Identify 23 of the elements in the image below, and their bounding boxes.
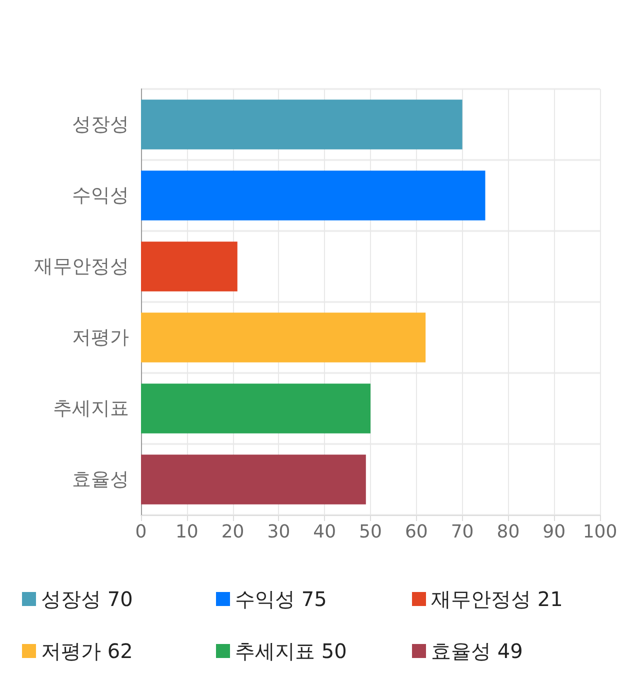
x-tick-label: 50 <box>359 522 382 542</box>
legend-label: 재무안정성 21 <box>431 587 563 611</box>
x-tick-label: 80 <box>496 522 520 542</box>
legend-label: 추세지표 50 <box>235 639 347 663</box>
legend-label: 저평가 62 <box>41 639 133 663</box>
x-tick-label: 10 <box>175 522 198 542</box>
x-tick-label: 20 <box>221 522 244 542</box>
x-tick-label: 70 <box>450 522 474 542</box>
y-tick-label: 저평가 <box>72 326 129 348</box>
legend-label: 효율성 49 <box>431 639 523 663</box>
x-tick-label: 100 <box>582 522 618 542</box>
y-tick-label: 추세지표 <box>53 398 129 420</box>
x-tick-label: 60 <box>404 522 428 542</box>
x-tick-label: 30 <box>267 522 290 542</box>
y-tick-label: 재무안정성 <box>34 256 129 278</box>
legend-label: 성장성 70 <box>41 587 133 611</box>
legend-label: 수익성 75 <box>235 587 327 611</box>
x-tick-label: 90 <box>542 522 566 542</box>
y-tick-label: 수익성 <box>72 184 129 206</box>
x-tick-label: 40 <box>313 522 336 542</box>
y-tick-label: 성장성 <box>72 114 129 136</box>
x-tick-label: 0 <box>135 522 147 542</box>
y-tick-label: 효율성 <box>72 468 129 490</box>
